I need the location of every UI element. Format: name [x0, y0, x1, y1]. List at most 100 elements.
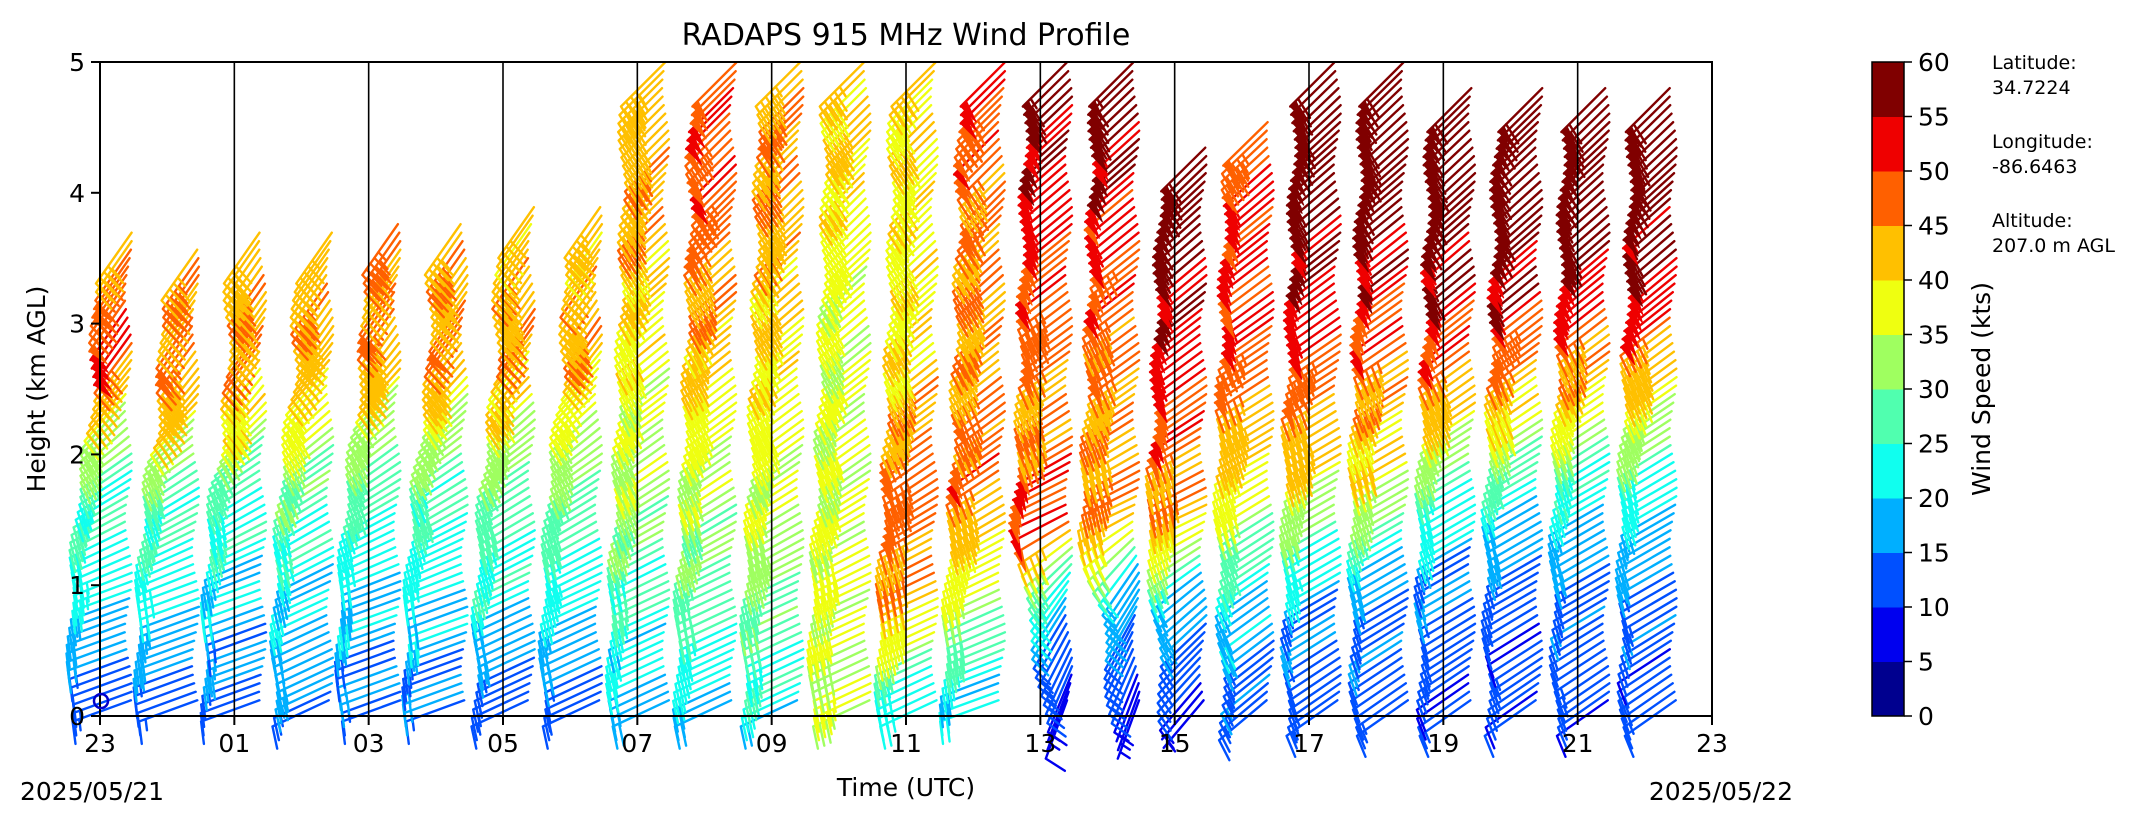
- wind-barb: [205, 648, 267, 695]
- wind-barb: [613, 316, 664, 379]
- wind-barb-pennant: [1627, 308, 1643, 332]
- wind-barb-pennant: [1224, 207, 1241, 231]
- wind-barb: [1286, 656, 1341, 715]
- wind-barb-pennant: [1087, 116, 1104, 140]
- wind-barb-pennant: [1083, 315, 1099, 340]
- wind-barb-pennant: [1352, 240, 1368, 264]
- wind-barb-pennant: [1087, 299, 1103, 323]
- wind-barb: [878, 622, 937, 674]
- wind-barb: [282, 444, 335, 504]
- wind-barb: [888, 121, 935, 187]
- site-info: Latitude: 34.7224 Longitude: -86.6463 Al…: [1992, 52, 2115, 257]
- wind-barb-pennant: [959, 99, 977, 123]
- wind-barb-pennant: [1024, 116, 1042, 140]
- wind-barb: [79, 461, 133, 520]
- wind-barb-pennant: [1495, 142, 1513, 165]
- wind-barb: [807, 614, 866, 665]
- wind-barb-pennant: [1015, 299, 1031, 323]
- wind-barb: [1289, 61, 1336, 119]
- wind-barb: [1621, 495, 1678, 550]
- wind-barb: [544, 673, 604, 725]
- wind-barb: [1085, 376, 1139, 436]
- wind-barb: [1556, 359, 1610, 419]
- wind-barb: [475, 554, 534, 608]
- wind-barb-pennant: [1291, 116, 1309, 140]
- wind-barb: [478, 512, 534, 568]
- wind-barb-pennant: [1085, 207, 1102, 231]
- wind-barb-pennant: [683, 260, 701, 284]
- wind-barb-pennant: [1494, 225, 1511, 249]
- wind-barb: [1113, 673, 1139, 747]
- wind-barb: [1145, 435, 1201, 492]
- wind-barb: [344, 486, 401, 543]
- wind-barb: [745, 512, 801, 568]
- wind-barb: [1554, 461, 1611, 517]
- wind-barb: [812, 699, 871, 750]
- wind-barb: [887, 231, 935, 296]
- wind-barb-pennant: [1091, 149, 1108, 173]
- wind-barb: [479, 520, 536, 576]
- colorbar-tick-label: 30: [1918, 375, 1950, 404]
- wind-barb: [144, 486, 200, 543]
- wind-barb-pennant: [1356, 133, 1373, 156]
- wind-barb: [1026, 554, 1074, 620]
- wind-barb: [690, 180, 738, 246]
- longitude-label: Longitude:: [1992, 131, 2093, 153]
- wind-barb-pennant: [1352, 224, 1369, 248]
- wind-barb-pennant: [1490, 267, 1506, 291]
- wind-barb-pennant: [1356, 298, 1372, 323]
- wind-barb: [1116, 699, 1141, 760]
- wind-barb-pennant: [1425, 325, 1441, 349]
- wind-barb: [820, 87, 868, 153]
- wind-barb-pennant: [1223, 240, 1239, 264]
- wind-barb: [542, 529, 599, 584]
- x-tick-label: 21: [1562, 729, 1594, 758]
- wind-barb-pennant: [1357, 199, 1374, 223]
- wind-barb: [1555, 665, 1610, 724]
- wind-barb: [78, 469, 133, 527]
- wind-barb-pennant: [1152, 259, 1169, 283]
- wind-barb: [675, 648, 735, 699]
- wind-barb-pennant: [948, 475, 963, 500]
- wind-barb-pennant: [1147, 455, 1160, 480]
- wind-barb: [675, 546, 733, 600]
- wind-barb: [819, 78, 866, 144]
- wind-barb: [222, 231, 261, 302]
- wind-barb: [1485, 350, 1539, 411]
- wind-barb: [1220, 537, 1275, 596]
- wind-barb: [136, 529, 195, 581]
- wind-barb: [402, 554, 462, 604]
- wind-barb-pennant: [691, 99, 709, 123]
- wind-barb-pennant: [1558, 292, 1574, 316]
- wind-barb: [949, 503, 1005, 560]
- wind-barb: [1146, 546, 1201, 604]
- wind-barb: [677, 461, 731, 520]
- wind-barb-pennant: [1090, 274, 1106, 298]
- wind-barb: [541, 588, 600, 640]
- wind-barb: [1287, 665, 1342, 724]
- wind-barb-pennant: [1283, 306, 1298, 331]
- wind-barb: [209, 520, 268, 574]
- wind-barb-pennant: [1217, 290, 1232, 314]
- wind-barb-pennant: [1425, 308, 1442, 332]
- wind-barb: [144, 427, 194, 490]
- wind-barb: [1415, 673, 1470, 732]
- wind-barb: [207, 537, 267, 589]
- colorbar-tick-label: 5: [1918, 648, 1934, 677]
- x-tick-label: 03: [353, 729, 385, 758]
- wind-barb: [941, 571, 1000, 624]
- wind-barb: [1616, 427, 1671, 485]
- wind-barb: [610, 605, 670, 657]
- wind-barb: [888, 240, 937, 305]
- wind-barb: [94, 231, 133, 302]
- wind-barb: [672, 580, 732, 631]
- wind-barb: [1215, 342, 1270, 401]
- wind-barb-pennant: [1561, 258, 1578, 282]
- wind-barb-pennant: [1426, 125, 1444, 148]
- wind-barb: [141, 452, 195, 512]
- colorbar-segment: [1872, 62, 1904, 117]
- wind-barb-pennant: [1016, 315, 1031, 340]
- wind-barb: [813, 563, 872, 616]
- wind-barb: [615, 486, 670, 544]
- wind-barb: [65, 631, 126, 678]
